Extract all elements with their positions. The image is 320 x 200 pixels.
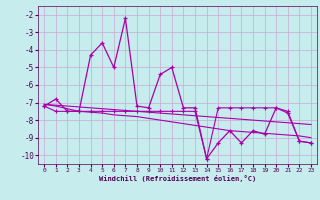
- X-axis label: Windchill (Refroidissement éolien,°C): Windchill (Refroidissement éolien,°C): [99, 175, 256, 182]
